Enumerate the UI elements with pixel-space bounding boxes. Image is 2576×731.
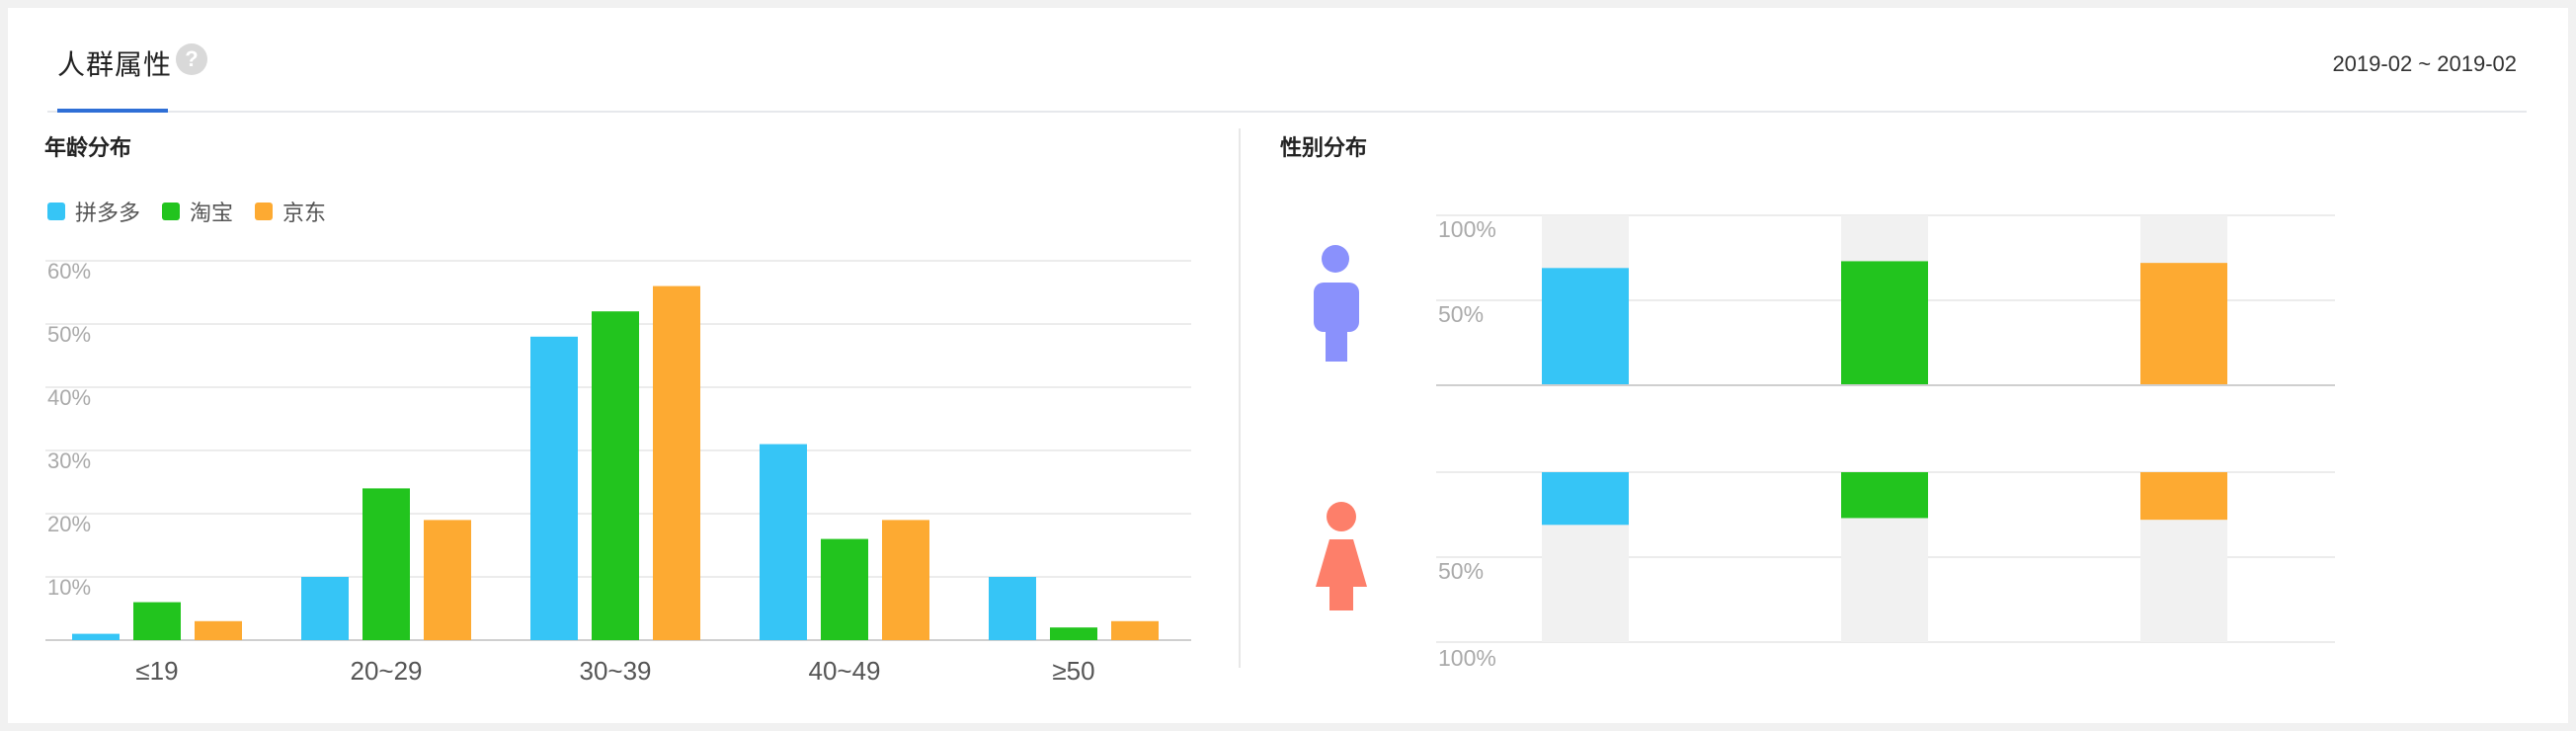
male-bar-拼多多 (1542, 268, 1629, 385)
bar-淘宝-40~49 (821, 538, 868, 640)
y-tick-label: 30% (47, 448, 91, 473)
bar-京东-≤19 (195, 620, 242, 640)
chart-legend: 拼多多 淘宝 京东 (47, 194, 348, 229)
legend-item-taobao[interactable]: 淘宝 (162, 196, 233, 227)
legend-swatch (255, 203, 274, 220)
age-distribution-chart: 10% 20% 30% 40% 50% 60% ≤19 20~29 30~39 40~49 ≥50 (45, 259, 1191, 686)
bar-淘宝-≥50 (1050, 627, 1097, 640)
legend-swatch (162, 203, 181, 220)
x-tick-label: ≤19 (135, 656, 178, 686)
male-icon-legs (1326, 322, 1347, 362)
legend-label: 京东 (282, 201, 327, 225)
bar-淘宝-30~39 (592, 311, 639, 640)
female-icon-legs (1329, 585, 1353, 610)
legend-label: 拼多多 (75, 201, 141, 225)
y-tick-label: 20% (47, 512, 91, 536)
male-figure-icon (1314, 245, 1359, 362)
active-tab-underline (57, 109, 168, 113)
bar-拼多多-≥50 (989, 577, 1036, 640)
female-icon-head (1327, 502, 1356, 531)
bar-拼多多-20~29 (301, 577, 349, 640)
x-tick-label: 20~29 (350, 656, 422, 686)
male-icon-body (1314, 283, 1359, 332)
gender-distribution-chart: 100% 50% 50% 100% (1314, 214, 2335, 671)
male-y-tick-label: 100% (1438, 216, 1496, 242)
y-tick-label: 50% (47, 322, 91, 347)
male-bar-淘宝 (1841, 261, 1928, 385)
male-bar-京东 (2140, 263, 2227, 385)
bar-拼多多-30~39 (530, 336, 578, 640)
section-divider (1239, 128, 1241, 668)
female-bar-淘宝 (1841, 472, 1928, 519)
bar-京东-40~49 (882, 520, 929, 640)
female-bar-京东 (2140, 472, 2227, 521)
y-tick-label: 10% (47, 575, 91, 600)
date-range[interactable]: 2019-02 ~ 2019-02 (2332, 51, 2517, 76)
help-icon[interactable]: ? (176, 43, 207, 75)
x-tick-label: 30~39 (579, 656, 651, 686)
female-figure-icon (1316, 502, 1367, 610)
female-y-tick-label: 100% (1438, 645, 1496, 671)
age-section-title: 年龄分布 (44, 135, 132, 160)
card-header: 人群属性 ? 2019-02 ~ 2019-02 (47, 40, 2527, 113)
bar-京东-20~29 (424, 520, 471, 640)
x-tick-label: ≥50 (1052, 656, 1094, 686)
bar-京东-30~39 (653, 285, 700, 640)
legend-label: 淘宝 (190, 201, 234, 225)
y-tick-label: 60% (47, 259, 91, 284)
bar-拼多多-40~49 (760, 444, 807, 640)
female-bar-拼多多 (1542, 472, 1629, 526)
female-y-tick-label: 50% (1438, 558, 1484, 584)
x-tick-label: 40~49 (808, 656, 880, 686)
male-icon-head (1322, 245, 1349, 273)
crowd-attributes-card: 人群属性 ? 2019-02 ~ 2019-02 年龄分布 性别分布 拼多多 淘… (8, 8, 2568, 723)
gender-section-title: 性别分布 (1280, 135, 1368, 160)
bar-京东-≥50 (1111, 620, 1159, 640)
bar-淘宝-≤19 (133, 602, 181, 640)
male-y-tick-label: 50% (1438, 301, 1484, 327)
legend-item-jd[interactable]: 京东 (255, 196, 326, 227)
female-icon-dress (1316, 539, 1367, 587)
y-tick-label: 40% (47, 385, 91, 410)
bar-拼多多-≤19 (72, 633, 120, 640)
page-title: 人群属性 (57, 49, 173, 80)
bar-淘宝-20~29 (362, 488, 410, 640)
legend-item-pdd[interactable]: 拼多多 (47, 196, 140, 227)
legend-swatch (47, 203, 65, 220)
